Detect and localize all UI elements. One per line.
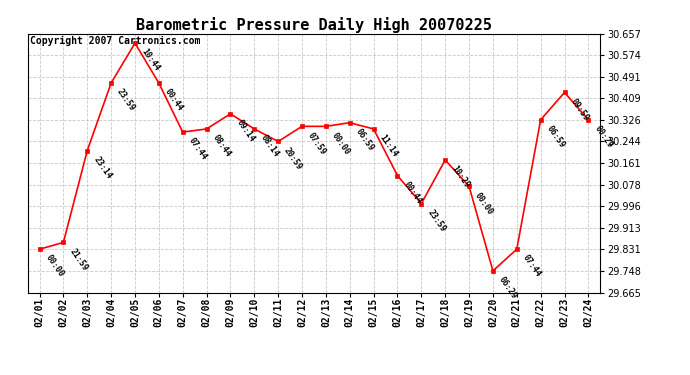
Text: 07:44: 07:44: [187, 136, 208, 162]
Text: 20:59: 20:59: [282, 146, 304, 171]
Title: Barometric Pressure Daily High 20070225: Barometric Pressure Daily High 20070225: [136, 16, 492, 33]
Text: 00:00: 00:00: [473, 190, 495, 216]
Text: 06:59: 06:59: [545, 124, 566, 150]
Text: 07:44: 07:44: [521, 254, 542, 279]
Text: 06:29: 06:29: [497, 275, 519, 301]
Text: 00:44: 00:44: [402, 180, 424, 206]
Text: 00:00: 00:00: [43, 254, 66, 279]
Text: 06:59: 06:59: [354, 127, 375, 153]
Text: 10:44: 10:44: [139, 47, 161, 73]
Text: 23:59: 23:59: [115, 87, 137, 113]
Text: 10:29: 10:29: [449, 164, 471, 190]
Text: 09:59: 09:59: [569, 97, 591, 122]
Text: 00:00: 00:00: [330, 130, 352, 156]
Text: 00:44: 00:44: [163, 87, 185, 113]
Text: 11:14: 11:14: [377, 133, 400, 159]
Text: 23:59: 23:59: [426, 208, 447, 233]
Text: 09:14: 09:14: [235, 118, 256, 144]
Text: 23:14: 23:14: [91, 155, 113, 180]
Text: 21:59: 21:59: [68, 247, 89, 272]
Text: Copyright 2007 Cartronics.com: Copyright 2007 Cartronics.com: [30, 36, 201, 46]
Text: 08:14: 08:14: [259, 133, 280, 159]
Text: 07:59: 07:59: [306, 130, 328, 156]
Text: 00:29: 00:29: [593, 124, 614, 150]
Text: 08:44: 08:44: [210, 133, 233, 159]
